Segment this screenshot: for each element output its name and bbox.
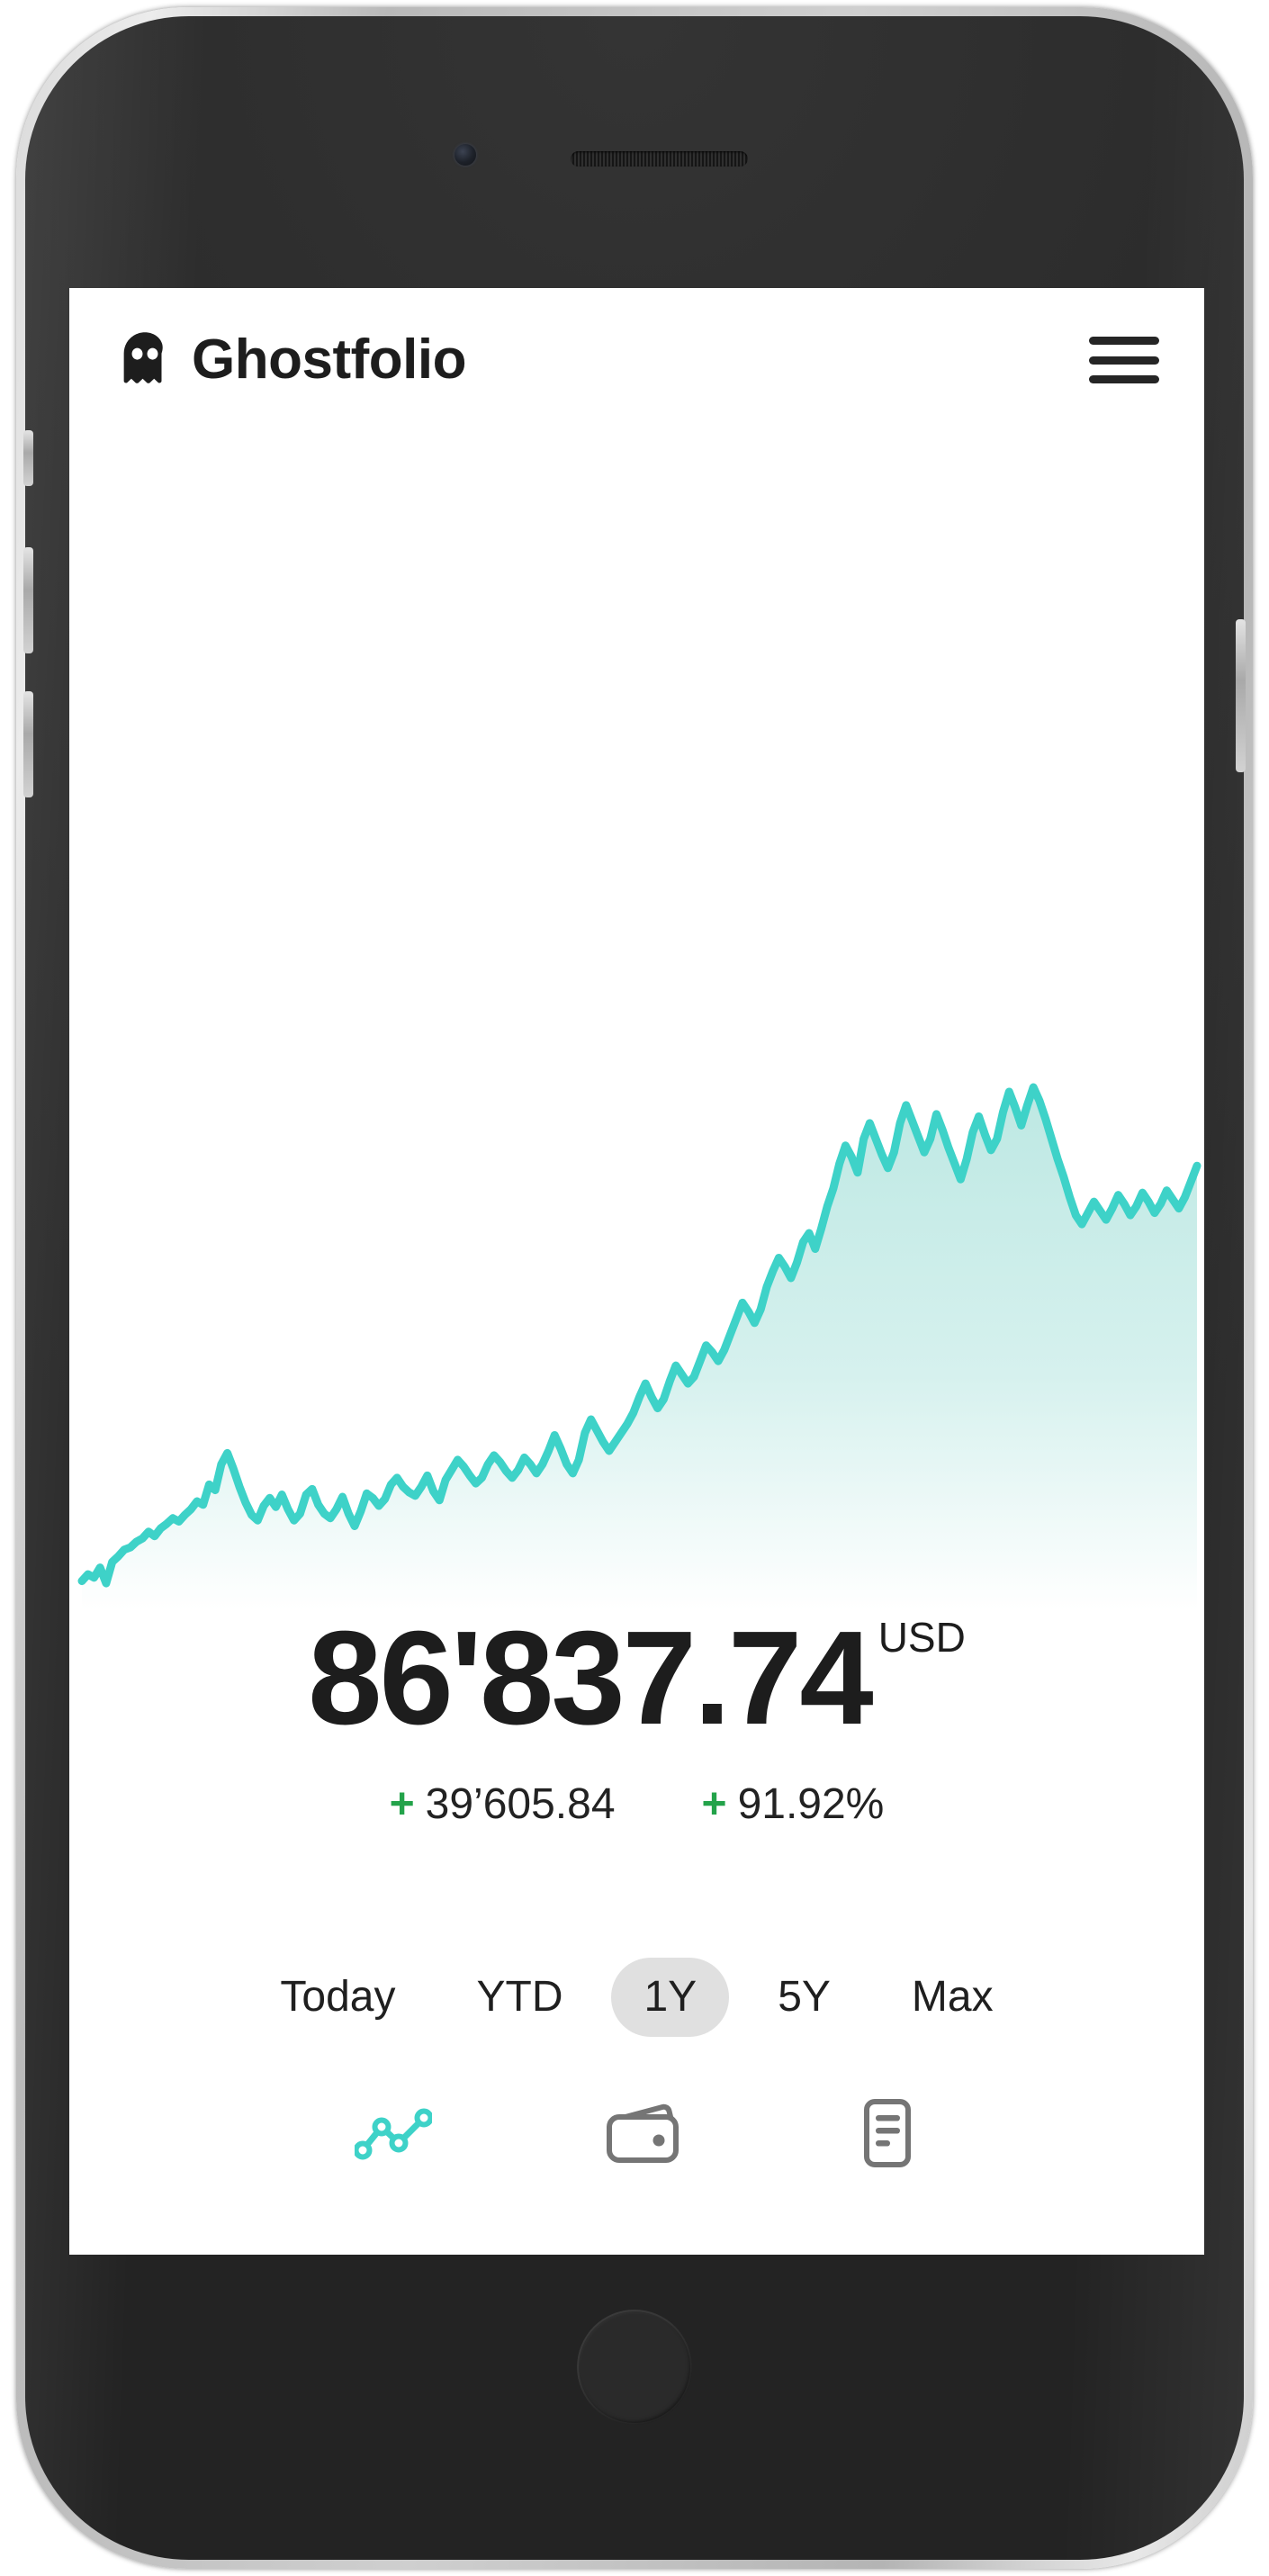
chart-line <box>77 1083 1202 1588</box>
brand[interactable]: Ghostfolio <box>114 329 466 391</box>
analytics-line-chart-icon <box>353 2108 433 2160</box>
range-tab-today[interactable]: Today <box>280 1973 396 2021</box>
date-range-tabs: Today YTD 1Y 5Y Max <box>69 1958 1204 2037</box>
range-tab-5y[interactable]: 5Y <box>778 1973 831 2021</box>
brand-title: Ghostfolio <box>192 329 466 391</box>
value-row: 86'837.74 USD <box>69 1604 1204 1752</box>
percent-change-sign: + <box>701 1779 727 1828</box>
range-tab-ytd[interactable]: YTD <box>476 1973 563 2021</box>
wallet-icon <box>606 2103 679 2163</box>
app-header: Ghostfolio <box>69 288 1204 432</box>
portfolio-change-row: +39’605.84 +91.92% <box>69 1779 1204 1829</box>
chart-area-fill <box>82 1086 1197 1611</box>
power-button[interactable] <box>1236 619 1246 772</box>
nav-item-analytics[interactable] <box>353 2105 433 2166</box>
bottom-navigation <box>69 2097 1204 2174</box>
silent-switch-button[interactable] <box>23 430 33 486</box>
absolute-change: +39’605.84 <box>390 1779 616 1829</box>
front-camera-icon <box>454 144 476 166</box>
volume-down-button[interactable] <box>23 691 33 797</box>
range-tab-max[interactable]: Max <box>911 1973 994 2021</box>
menu-bar-2 <box>1089 356 1159 365</box>
earpiece-speaker-icon <box>571 151 748 167</box>
portfolio-value: 86'837.74 <box>308 1604 873 1752</box>
nav-item-wallet[interactable] <box>603 2101 684 2170</box>
menu-bar-3 <box>1089 375 1159 383</box>
menu-bar-1 <box>1089 337 1159 345</box>
nav-item-summary[interactable] <box>855 2097 920 2174</box>
currency-label: USD <box>878 1614 966 1661</box>
range-tab-1y[interactable]: 1Y <box>611 1958 730 2037</box>
portfolio-performance-chart[interactable] <box>69 1062 1204 1611</box>
portfolio-value-block: 86'837.74 USD +39’605.84 +91.92% <box>69 1604 1204 1829</box>
percent-change-value: 91.92% <box>737 1779 885 1828</box>
percent-change: +91.92% <box>702 1779 885 1829</box>
absolute-change-sign: + <box>389 1779 415 1828</box>
document-summary-icon <box>863 2099 911 2167</box>
absolute-change-value: 39’605.84 <box>425 1779 616 1828</box>
volume-up-button[interactable] <box>23 547 33 653</box>
ghost-icon <box>114 329 176 391</box>
home-button[interactable] <box>577 2310 692 2425</box>
hamburger-menu-icon[interactable] <box>1089 331 1159 389</box>
phone-screen: Ghostfolio 86'837.74 USD <box>69 288 1204 2255</box>
